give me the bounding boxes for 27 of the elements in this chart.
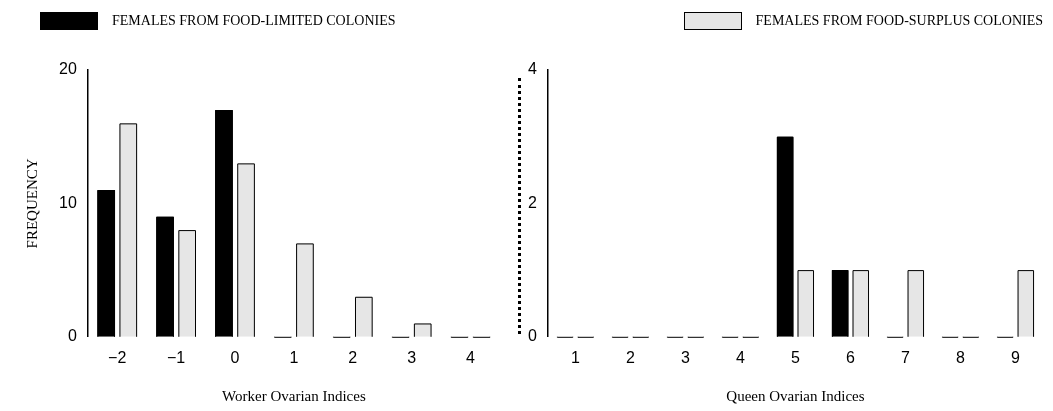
- legend-label: FEMALES FROM FOOD-SURPLUS COLONIES: [755, 13, 1043, 29]
- x-tick-label: 6: [846, 348, 856, 366]
- x-tick-label: 3: [680, 348, 690, 366]
- x-tick-label: 1: [570, 348, 580, 366]
- x-tick-label: −2: [108, 348, 127, 366]
- y-tick-label: 0: [67, 327, 77, 345]
- y-tick-label: 10: [59, 193, 77, 211]
- x-tick-label: 4: [735, 348, 745, 366]
- y-tick-label: 0: [527, 327, 537, 345]
- x-axis-title: Queen Ovarian Indices: [726, 387, 865, 404]
- x-tick-label: 2: [348, 348, 358, 366]
- x-tick-label: 5: [791, 348, 800, 366]
- x-tick-label: −1: [167, 348, 186, 366]
- x-tick-label: 0: [230, 348, 240, 366]
- x-tick-label: 7: [901, 348, 911, 366]
- x-axis-title: Worker Ovarian Indices: [222, 387, 366, 404]
- x-tick-label: 1: [289, 348, 299, 366]
- x-tick-label: 2: [625, 348, 635, 366]
- x-tick-label: 9: [1011, 348, 1021, 366]
- x-tick-label: 8: [956, 348, 966, 366]
- y-tick-label: 4: [527, 60, 537, 78]
- x-tick-label: 3: [407, 348, 417, 366]
- y-tick-label: 20: [59, 60, 77, 78]
- x-tick-label: 4: [466, 348, 476, 366]
- y-axis-title: FREQUENCY: [23, 158, 40, 249]
- legend-label: FEMALES FROM FOOD-LIMITED COLONIES: [112, 13, 396, 29]
- y-tick-label: 2: [527, 193, 537, 211]
